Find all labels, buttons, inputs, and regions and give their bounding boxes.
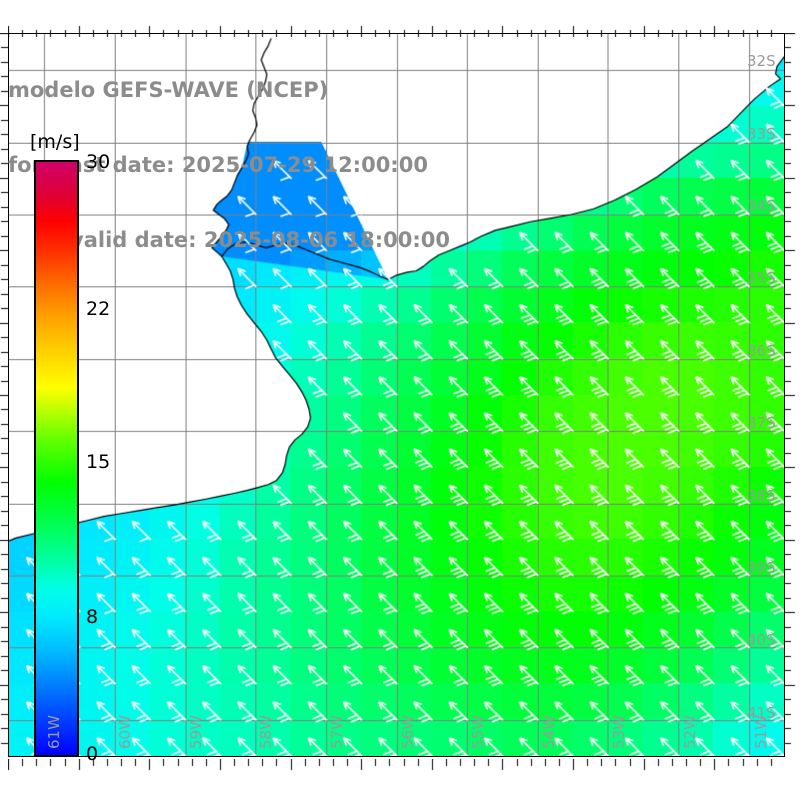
colorbar-units-label: [m/s] — [30, 131, 80, 153]
colorbar-tick-0: 0 — [86, 743, 99, 765]
axis-ticks-bottom — [8, 756, 785, 771]
colorbar-tick-15: 15 — [86, 451, 111, 473]
colorbar-tick-8: 8 — [86, 606, 99, 628]
colorbar-gradient — [34, 160, 79, 757]
axis-ticks-right — [784, 33, 796, 757]
colorbar-tick-22: 22 — [86, 298, 111, 320]
wind-forecast-map[interactable] — [8, 33, 785, 757]
colorbar-tick-30: 30 — [86, 151, 111, 173]
map-canvas — [9, 34, 784, 756]
axis-ticks-left — [0, 33, 8, 757]
axis-ticks-top — [8, 22, 785, 37]
